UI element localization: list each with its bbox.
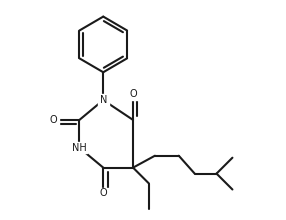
Bar [48,114,59,125]
Bar [98,188,109,199]
Text: NH: NH [72,143,87,153]
Bar [72,142,87,153]
Text: O: O [129,89,137,99]
Bar [98,95,109,106]
Bar [128,88,138,100]
Text: N: N [100,95,107,105]
Text: O: O [100,189,107,198]
Text: O: O [50,115,57,125]
